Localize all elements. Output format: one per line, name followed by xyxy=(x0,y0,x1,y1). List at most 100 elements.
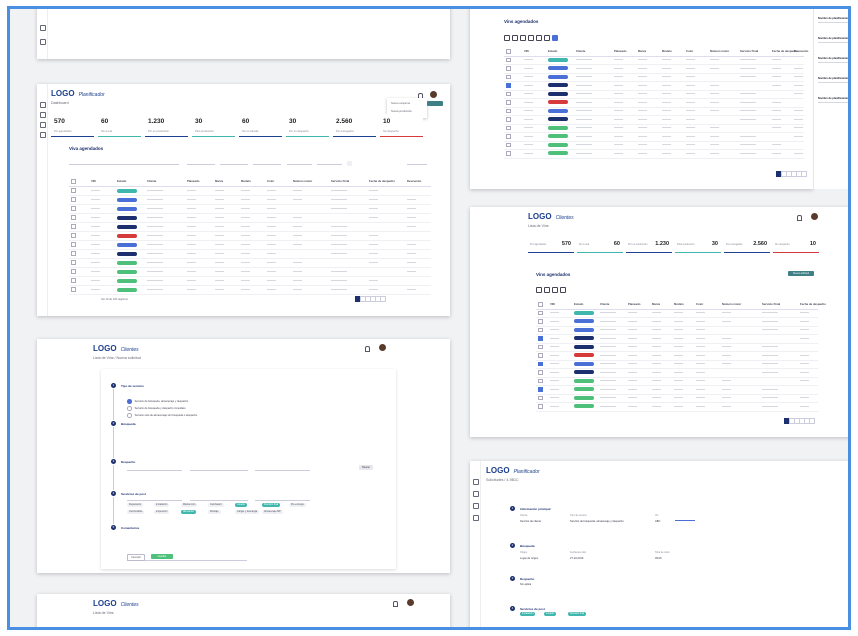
row-checkbox[interactable] xyxy=(506,108,511,114)
home-icon[interactable] xyxy=(40,102,46,108)
column-header[interactable]: Marca xyxy=(638,48,647,53)
state-filter[interactable] xyxy=(187,159,215,165)
column-header[interactable]: Planeado xyxy=(614,48,627,53)
table-row[interactable] xyxy=(536,368,818,378)
table-row[interactable] xyxy=(536,351,818,361)
table-row[interactable] xyxy=(504,149,804,159)
service-option[interactable]: Servicio de búsqueda y despacho inmediat… xyxy=(127,400,186,418)
new-button[interactable] xyxy=(427,101,443,106)
radio-button[interactable] xyxy=(127,406,132,412)
table-row[interactable] xyxy=(504,98,804,108)
select-all-checkbox[interactable] xyxy=(538,302,543,307)
column-header[interactable]: Descuento xyxy=(794,48,809,53)
print-icon[interactable] xyxy=(536,35,542,41)
truck-icon[interactable] xyxy=(512,35,518,41)
row-checkbox[interactable] xyxy=(538,361,543,367)
row-checkbox[interactable] xyxy=(538,387,543,392)
column-header[interactable]: Planeado xyxy=(628,301,641,306)
select-icon[interactable] xyxy=(536,287,542,293)
row-checkbox[interactable] xyxy=(506,91,511,97)
row-checkbox[interactable] xyxy=(538,310,543,316)
table-row[interactable] xyxy=(504,115,804,125)
home-icon[interactable] xyxy=(40,25,46,31)
column-header[interactable]: Color xyxy=(696,301,704,306)
select-icon[interactable] xyxy=(504,35,510,41)
view-link[interactable] xyxy=(675,520,695,522)
table-row[interactable] xyxy=(69,195,431,205)
list-icon[interactable] xyxy=(40,122,46,128)
destination-input[interactable] xyxy=(127,495,182,501)
avatar[interactable] xyxy=(407,599,414,606)
bell-icon[interactable] xyxy=(393,601,398,607)
column-header[interactable]: Estado xyxy=(574,301,584,306)
table-row[interactable] xyxy=(69,276,431,286)
table-row[interactable] xyxy=(69,222,431,232)
truck-icon[interactable] xyxy=(40,112,46,118)
row-checkbox[interactable] xyxy=(538,319,543,324)
table-row[interactable] xyxy=(504,132,804,142)
service-chip[interactable]: Mantención xyxy=(181,503,198,507)
column-header[interactable]: Número motor xyxy=(710,48,730,53)
table-row[interactable] xyxy=(504,64,804,74)
table-row[interactable] xyxy=(536,385,818,395)
row-checkbox[interactable] xyxy=(506,151,511,156)
tag-icon[interactable] xyxy=(560,287,566,293)
home-icon[interactable] xyxy=(473,479,479,485)
column-header[interactable]: Cliente xyxy=(600,301,610,306)
service-chip[interactable]: Lavado xyxy=(235,503,247,507)
row-checkbox[interactable] xyxy=(506,66,511,71)
tag-icon[interactable] xyxy=(528,35,534,41)
avatar[interactable] xyxy=(811,213,818,220)
user-icon[interactable] xyxy=(40,132,46,138)
date-from-filter[interactable] xyxy=(287,159,312,165)
row-checkbox[interactable] xyxy=(71,287,76,292)
table-row[interactable] xyxy=(536,317,818,327)
row-checkbox[interactable] xyxy=(71,278,76,283)
row-checkbox[interactable] xyxy=(71,233,76,238)
column-header[interactable]: Cliente xyxy=(576,48,586,53)
radio-button[interactable] xyxy=(127,399,132,405)
row-checkbox[interactable] xyxy=(506,57,511,63)
column-header[interactable]: Servicio Final xyxy=(331,178,350,183)
row-checkbox[interactable] xyxy=(506,83,511,88)
wrench-icon[interactable] xyxy=(520,35,526,41)
table-row[interactable] xyxy=(536,360,818,369)
column-header[interactable]: Marca xyxy=(215,178,224,183)
service-chip[interactable]: Instalación xyxy=(154,503,170,507)
column-header[interactable]: Fecha de despacho xyxy=(772,48,798,53)
row-checkbox[interactable] xyxy=(538,370,543,375)
row-checkbox[interactable] xyxy=(538,336,543,341)
page-button[interactable] xyxy=(801,171,807,177)
filter-button[interactable] xyxy=(347,161,352,166)
table-row[interactable] xyxy=(504,81,804,91)
column-header[interactable]: Modelo xyxy=(241,178,251,183)
table-row[interactable] xyxy=(69,285,431,295)
table-row[interactable] xyxy=(69,204,431,214)
row-checkbox[interactable] xyxy=(71,269,76,274)
service-chip[interactable]: Reparación xyxy=(127,503,144,507)
table-row[interactable] xyxy=(536,343,818,352)
dispatch-date-input[interactable] xyxy=(190,495,248,501)
column-header[interactable]: VIN xyxy=(524,48,529,53)
table-row[interactable] xyxy=(504,90,804,99)
column-header[interactable]: Estado xyxy=(117,178,127,183)
column-header[interactable]: Descuento xyxy=(407,178,422,183)
table-row[interactable] xyxy=(536,326,818,335)
row-checkbox[interactable] xyxy=(71,206,76,211)
table-row[interactable] xyxy=(69,213,431,223)
column-header[interactable]: Número motor xyxy=(722,301,742,306)
cancel-button[interactable]: Cancelar xyxy=(127,554,145,561)
row-checkbox[interactable] xyxy=(71,197,76,202)
row-checkbox[interactable] xyxy=(538,404,543,409)
table-row[interactable] xyxy=(504,73,804,82)
row-checkbox[interactable] xyxy=(538,327,543,333)
table-row[interactable] xyxy=(536,377,818,386)
avatar[interactable] xyxy=(430,91,437,98)
row-checkbox[interactable] xyxy=(538,353,543,358)
service-chip[interactable]: Revisión final xyxy=(262,503,281,507)
row-checkbox[interactable] xyxy=(71,260,76,265)
service-chip[interactable]: Pre-entrega xyxy=(289,503,306,507)
table-row[interactable] xyxy=(536,402,818,412)
row-checkbox[interactable] xyxy=(538,344,543,350)
column-header[interactable]: Número motor xyxy=(293,178,313,183)
